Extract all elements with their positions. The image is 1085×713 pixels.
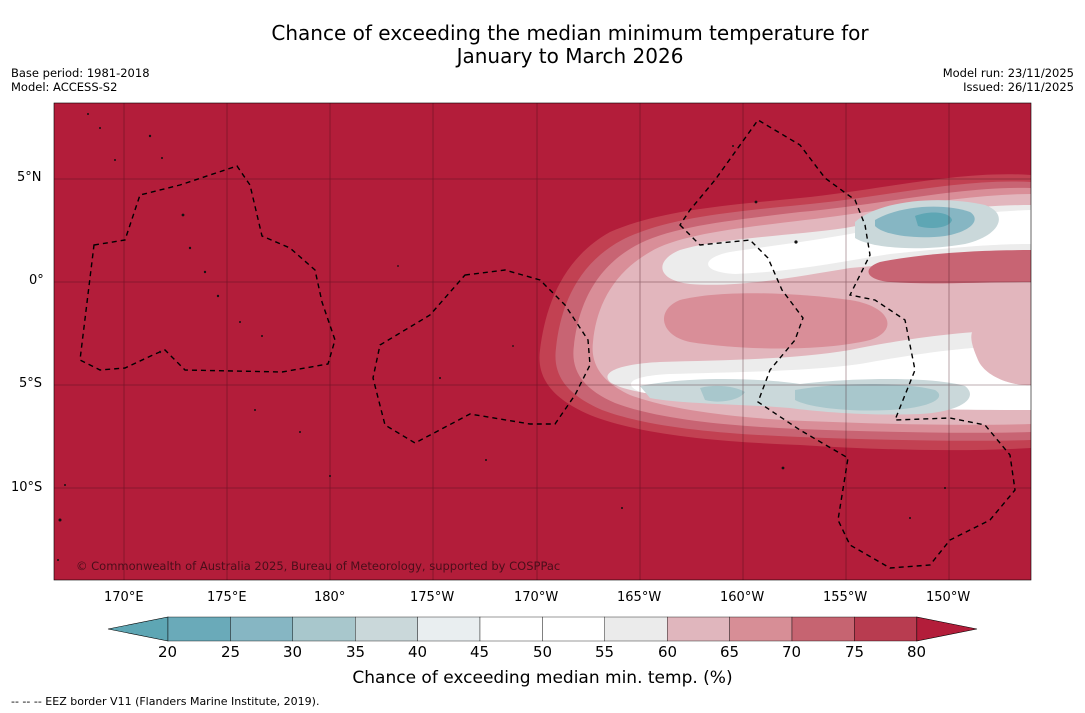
- lon-label-165w: 165°W: [617, 590, 662, 605]
- colorbar-tick: 55: [595, 643, 615, 661]
- eez-borders: [79, 119, 1016, 569]
- issued-date: Issued: 26/11/2025: [963, 80, 1074, 94]
- graticule: [54, 103, 1031, 580]
- eez-legend-footer: -- -- -- EEZ border V11 (Flanders Marine…: [11, 695, 320, 708]
- colorbar-tick: 25: [221, 643, 241, 661]
- colorbar-segment: [479, 616, 543, 642]
- colorbar-tick: 50: [533, 643, 553, 661]
- lon-label-180: 180°: [314, 590, 346, 605]
- colorbar-tick: 40: [408, 643, 428, 661]
- islands: [57, 113, 946, 561]
- colorbar-tick: 35: [346, 643, 366, 661]
- colorbar-tick: 75: [845, 643, 865, 661]
- colorbar-segment: [417, 616, 481, 642]
- colorbar: [107, 616, 978, 642]
- colorbar-segment: [854, 616, 918, 642]
- colorbar-tick: 60: [658, 643, 678, 661]
- colorbar-segment: [230, 616, 293, 642]
- colorbar-segment: [667, 616, 730, 642]
- colorbar-tick: 80: [907, 643, 927, 661]
- map-frame: [53, 102, 1032, 581]
- lon-label-160w: 160°W: [720, 590, 765, 605]
- lat-label-5n: 5°N: [17, 170, 42, 185]
- colorbar-segment: [729, 616, 793, 642]
- map-title: Chance of exceeding the median minimum t…: [0, 22, 1085, 68]
- colorbar-tick: 20: [158, 643, 178, 661]
- title-line-1: Chance of exceeding the median minimum t…: [271, 21, 869, 45]
- colorbar-tick: 30: [283, 643, 303, 661]
- lon-label-170w: 170°W: [514, 590, 559, 605]
- colorbar-segment: [791, 616, 855, 642]
- colorbar-extend-low: [107, 616, 169, 642]
- eez-phoenix: [372, 269, 591, 444]
- colorbar-segment: [292, 616, 356, 642]
- lon-label-175w: 175°W: [410, 590, 455, 605]
- pink-streak-east: [868, 250, 1031, 284]
- lon-label-150w: 150°W: [926, 590, 971, 605]
- colorbar-segment: [167, 616, 231, 642]
- colorbar-segment: [604, 616, 668, 642]
- colorbar-segment: [355, 616, 418, 642]
- model-name: Model: ACCESS-S2: [11, 80, 118, 94]
- base-period: Base period: 1981-2018: [11, 66, 150, 80]
- lat-label-5s: 5°S: [19, 376, 43, 391]
- lat-label-0: 0°: [29, 273, 44, 288]
- blue-patch-north-core: [915, 212, 952, 228]
- lon-label-170e: 170°E: [104, 590, 144, 605]
- pink-streak-mid: [663, 293, 888, 349]
- colorbar-tick: 65: [720, 643, 740, 661]
- map-copyright: © Commonwealth of Australia 2025, Bureau…: [76, 559, 560, 573]
- colorbar-tick: 70: [782, 643, 802, 661]
- meta-left: Base period: 1981-2018 Model: ACCESS-S2: [11, 66, 150, 94]
- colorbar-title: Chance of exceeding median min. temp. (%…: [352, 668, 733, 688]
- lat-label-10s: 10°S: [11, 480, 43, 495]
- eez-line-islands: [679, 119, 1016, 569]
- blue-patch-south-inner: [795, 384, 940, 411]
- meta-right: Model run: 23/11/2025 Issued: 26/11/2025: [943, 66, 1074, 94]
- lon-label-175e: 175°E: [207, 590, 247, 605]
- title-line-2: January to March 2026: [456, 44, 684, 68]
- blue-patch-south-west: [700, 385, 745, 402]
- colorbar-tick: 45: [470, 643, 490, 661]
- colorbar-segment: [542, 616, 606, 642]
- eez-tuvalu-kiribati-west: [79, 165, 336, 373]
- pink-patch-southeast: [971, 319, 1031, 386]
- model-run: Model run: 23/11/2025: [942, 66, 1074, 80]
- lon-label-155w: 155°W: [823, 590, 868, 605]
- colorbar-extend-high: [916, 616, 978, 642]
